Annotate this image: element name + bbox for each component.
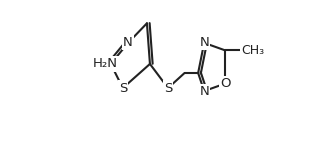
Text: N: N <box>123 36 133 49</box>
Text: CH₃: CH₃ <box>241 44 264 57</box>
Text: S: S <box>164 82 172 95</box>
Text: S: S <box>119 82 127 95</box>
Text: O: O <box>220 77 230 90</box>
Text: N: N <box>199 85 209 98</box>
Text: N: N <box>199 36 209 49</box>
Text: H₂N: H₂N <box>93 57 118 70</box>
